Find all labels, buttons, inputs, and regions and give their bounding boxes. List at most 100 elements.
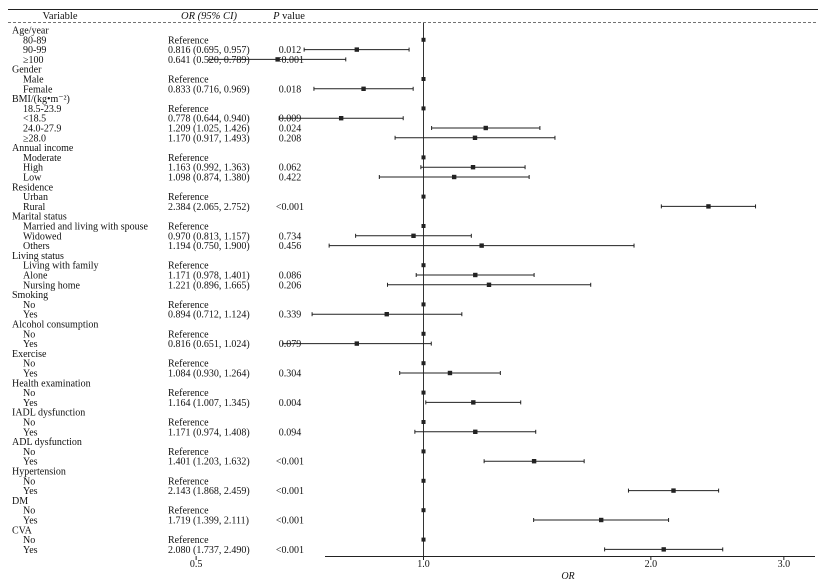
or-ci-text: 0.778 (0.644, 0.940) <box>168 114 250 125</box>
group-label: CVA <box>12 525 33 536</box>
estimate <box>311 312 463 317</box>
p-value-text: <0.001 <box>276 202 304 213</box>
row-label: Yes <box>23 486 38 497</box>
or-point <box>483 125 488 131</box>
x-tick-label: 0.5 <box>190 559 203 570</box>
or-point <box>486 282 492 287</box>
reference-text: Reference <box>168 104 209 115</box>
or-ci-text: 2.080 (1.737, 2.490) <box>168 545 250 556</box>
row-label: No <box>23 359 35 370</box>
row-label: No <box>23 476 35 487</box>
or-point <box>473 272 478 278</box>
estimate <box>627 488 720 493</box>
or-ci-text: 1.171 (0.978, 1.401) <box>168 271 250 282</box>
or-ci-text: 0.833 (0.716, 0.969) <box>168 84 250 95</box>
estimate <box>660 204 757 209</box>
row-label: 24.0-27.9 <box>23 124 61 135</box>
or-point <box>451 174 457 180</box>
header-variable: Variable <box>43 11 78 22</box>
reference-point <box>421 302 426 307</box>
header-p-value: P value <box>272 11 305 22</box>
or-ci-text: 0.970 (0.813, 1.157) <box>168 231 250 242</box>
reference-text: Reference <box>168 261 209 272</box>
group-label: IADL dysfunction <box>12 408 85 419</box>
p-value-text: 0.086 <box>279 271 302 282</box>
p-value-text: <0.001 <box>276 457 304 468</box>
reference-point <box>421 331 426 336</box>
x-axis-label: OR <box>561 571 574 582</box>
row-label: No <box>23 418 35 429</box>
reference-text: Reference <box>168 418 209 429</box>
row-label: Male <box>23 75 44 86</box>
estimate <box>278 116 404 121</box>
p-value-text: 0.079 <box>279 339 302 350</box>
reference-text: Reference <box>168 359 209 370</box>
row-label: No <box>23 300 35 311</box>
or-point <box>598 517 604 523</box>
p-value-text: 0.012 <box>279 45 302 56</box>
or-ci-text: 0.816 (0.695, 0.957) <box>168 45 250 56</box>
estimate <box>483 459 585 464</box>
row-label: ≥28.0 <box>23 133 46 144</box>
or-point <box>472 135 478 140</box>
or-point <box>354 47 360 52</box>
group-label: Annual income <box>12 143 74 154</box>
group-label: Residence <box>12 182 54 193</box>
p-value-text: 0.024 <box>279 124 302 135</box>
row-label: 90-99 <box>23 45 46 56</box>
or-ci-text: 1.719 (1.399, 2.111) <box>168 516 249 527</box>
x-tick-label: 1.0 <box>417 559 430 570</box>
group-label: Hypertension <box>12 467 66 478</box>
or-ci-text: 1.209 (1.025, 1.426) <box>168 124 250 135</box>
row-label: Low <box>23 173 42 184</box>
group-label: Health examination <box>12 378 91 389</box>
row-label: Living with family <box>23 261 99 272</box>
row-label: No <box>23 535 35 546</box>
reference-point <box>421 155 426 160</box>
or-point <box>671 488 676 493</box>
p-value-text: <0.001 <box>276 486 304 497</box>
or-ci-text: 1.098 (0.874, 1.380) <box>168 173 250 184</box>
reference-text: Reference <box>168 153 209 164</box>
p-value-text: 0.339 <box>279 310 302 321</box>
estimate <box>431 125 541 131</box>
estimate <box>425 400 522 405</box>
or-point <box>479 243 484 248</box>
or-ci-text: 1.171 (0.974, 1.408) <box>168 427 250 438</box>
row-label: Yes <box>23 339 38 350</box>
marks-layer <box>208 23 757 556</box>
estimate <box>414 429 537 434</box>
p-value-text: 0.422 <box>279 173 302 184</box>
estimate <box>420 165 526 170</box>
row-label: Alone <box>23 271 48 282</box>
group-label: Smoking <box>12 290 48 301</box>
reference-point <box>421 263 426 268</box>
row-label: Yes <box>23 457 38 468</box>
estimate <box>378 174 530 180</box>
p-value-text: 0.304 <box>279 369 302 380</box>
row-label: ≥100 <box>23 55 44 66</box>
reference-text: Reference <box>168 192 209 203</box>
group-label: Exercise <box>12 349 47 360</box>
row-label: Widowed <box>23 231 61 242</box>
estimate <box>303 47 410 52</box>
row-label: No <box>23 447 35 458</box>
row-label: Yes <box>23 369 38 380</box>
p-value-text: 0.094 <box>279 427 302 438</box>
x-tick-label: 3.0 <box>778 559 791 570</box>
or-point <box>338 116 344 121</box>
estimate <box>355 233 472 238</box>
group-label: Alcohol consumption <box>12 320 98 331</box>
estimate <box>399 370 501 376</box>
or-ci-text: 0.894 (0.712, 1.124) <box>168 310 250 321</box>
p-value-text: <0.001 <box>276 545 304 556</box>
row-label: Rural <box>23 202 45 213</box>
row-label: Married and living with spouse <box>23 222 149 233</box>
or-ci-text: 1.170 (0.917, 1.493) <box>168 133 250 144</box>
p-value-text: <0.001 <box>276 516 304 527</box>
group-label: Living status <box>12 251 64 262</box>
p-value-text: 0.456 <box>279 241 302 252</box>
reference-text: Reference <box>168 388 209 399</box>
estimate <box>328 243 635 248</box>
reference-point <box>421 224 426 228</box>
